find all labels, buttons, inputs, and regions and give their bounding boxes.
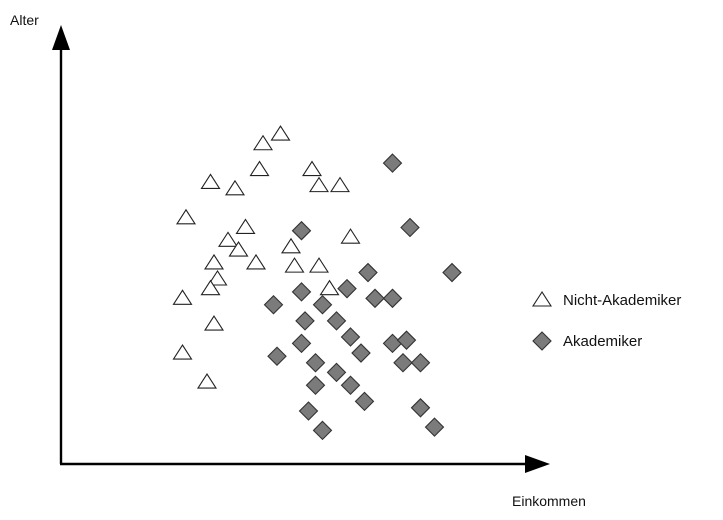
point-nicht-akademiker (245, 253, 267, 270)
point-nicht-akademiker (284, 257, 305, 273)
point-nicht-akademiker (203, 253, 225, 270)
point-nicht-akademiker (172, 289, 193, 305)
point-nicht-akademiker (172, 344, 193, 360)
legend-label-nicht-akademiker: Nicht-Akademiker (563, 292, 681, 309)
legend: Nicht-Akademiker Akademiker (531, 290, 681, 351)
point-akademiker (326, 362, 347, 383)
data-points (172, 125, 462, 441)
point-akademiker (305, 375, 326, 396)
point-nicht-akademiker (301, 160, 323, 177)
point-akademiker (312, 420, 333, 441)
point-nicht-akademiker (196, 373, 218, 389)
point-akademiker (263, 294, 284, 315)
point-nicht-akademiker (200, 173, 221, 189)
y-axis-arrow (52, 25, 70, 50)
point-nicht-akademiker (224, 179, 246, 196)
point-nicht-akademiker (340, 228, 361, 244)
point-nicht-akademiker (249, 160, 270, 177)
point-akademiker (442, 262, 462, 283)
point-nicht-akademiker (203, 315, 225, 331)
point-nicht-akademiker (207, 269, 228, 286)
legend-marker-akademiker (532, 331, 552, 351)
point-akademiker (326, 311, 347, 331)
point-akademiker (305, 352, 326, 373)
point-nicht-akademiker (200, 279, 221, 296)
point-akademiker (358, 262, 378, 283)
point-nicht-akademiker (217, 231, 239, 247)
point-akademiker (291, 333, 312, 354)
point-akademiker (382, 288, 403, 309)
point-akademiker (340, 327, 361, 347)
point-akademiker (400, 217, 420, 238)
legend-marker-nicht-akademiker (531, 290, 553, 307)
point-nicht-akademiker (175, 208, 197, 225)
x-axis-label: Einkommen (512, 493, 586, 509)
point-akademiker (340, 375, 361, 396)
point-akademiker (354, 391, 375, 412)
point-akademiker (365, 288, 385, 309)
point-akademiker (396, 330, 417, 350)
point-nicht-akademiker (308, 176, 330, 193)
point-akademiker (291, 282, 312, 302)
point-akademiker (382, 153, 403, 173)
point-akademiker (351, 343, 371, 363)
point-akademiker (312, 294, 333, 315)
y-axis-label: Alter (10, 12, 39, 28)
point-akademiker (410, 398, 431, 418)
point-akademiker (298, 401, 319, 421)
point-nicht-akademiker (329, 176, 351, 193)
point-nicht-akademiker (270, 125, 291, 141)
point-nicht-akademiker (319, 279, 340, 296)
point-akademiker (267, 346, 287, 367)
point-akademiker (337, 278, 357, 299)
point-nicht-akademiker (280, 237, 302, 254)
point-akademiker (291, 220, 312, 241)
point-akademiker (382, 333, 403, 354)
point-akademiker (295, 311, 315, 331)
point-akademiker (410, 352, 431, 373)
point-nicht-akademiker (235, 218, 256, 235)
point-nicht-akademiker (228, 241, 249, 257)
point-nicht-akademiker (252, 134, 274, 151)
point-akademiker (393, 352, 413, 373)
point-akademiker (424, 417, 445, 437)
legend-label-akademiker: Akademiker (563, 333, 642, 350)
x-axis-arrow (525, 455, 550, 473)
point-nicht-akademiker (308, 257, 330, 273)
